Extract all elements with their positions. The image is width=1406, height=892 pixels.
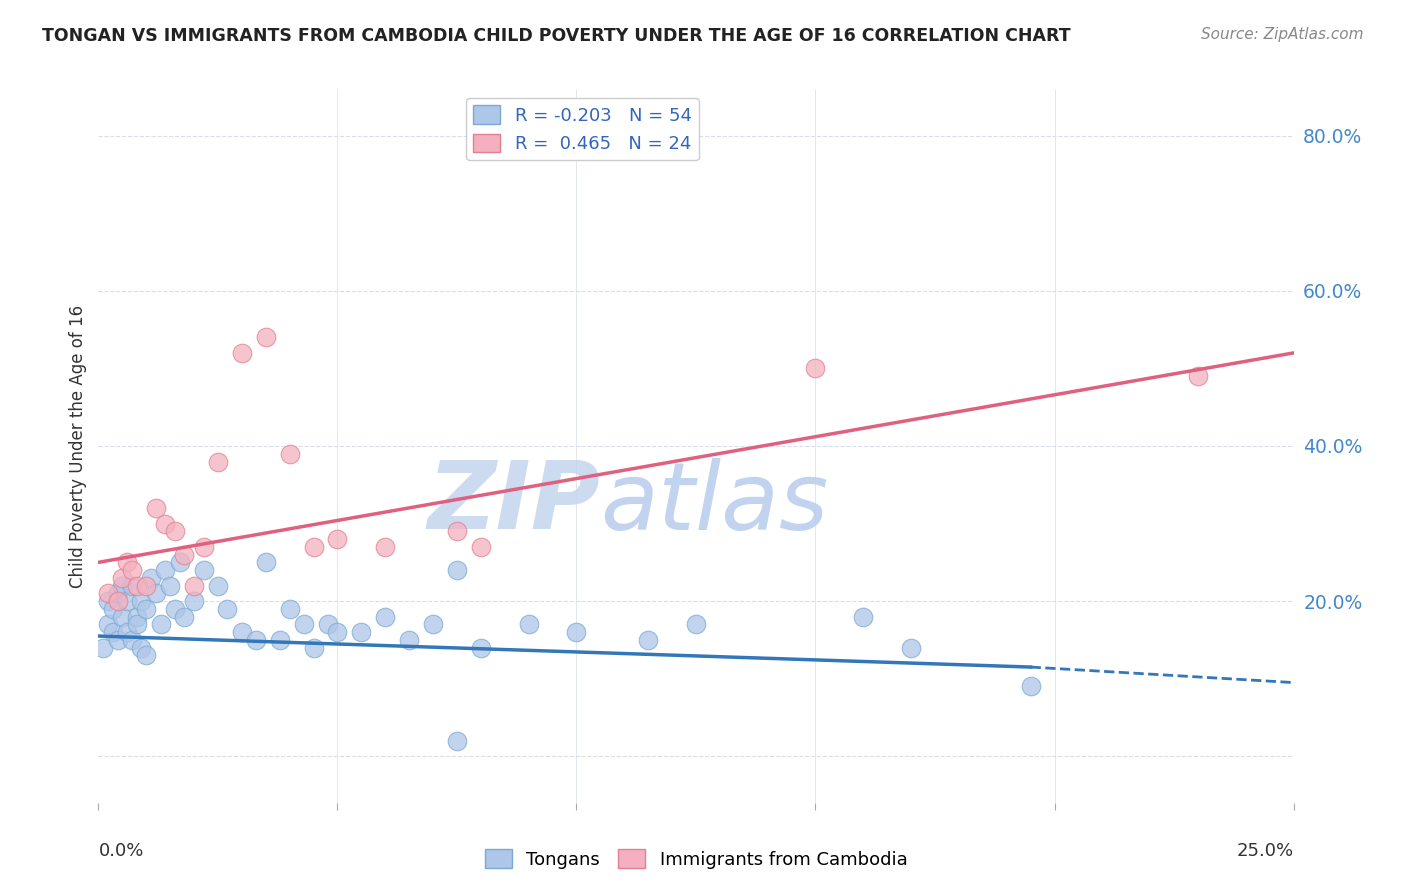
Point xyxy=(193,563,215,577)
Point xyxy=(470,540,492,554)
Point xyxy=(517,617,540,632)
Point xyxy=(125,617,148,632)
Point xyxy=(1019,680,1042,694)
Point xyxy=(302,640,325,655)
Text: atlas: atlas xyxy=(600,458,828,549)
Point xyxy=(193,540,215,554)
Point xyxy=(326,532,349,546)
Point xyxy=(637,632,659,647)
Point xyxy=(446,563,468,577)
Point xyxy=(135,602,157,616)
Point xyxy=(292,617,315,632)
Point xyxy=(422,617,444,632)
Point xyxy=(159,579,181,593)
Point xyxy=(350,625,373,640)
Point xyxy=(139,571,162,585)
Point xyxy=(115,594,138,608)
Point xyxy=(302,540,325,554)
Legend: Tongans, Immigrants from Cambodia: Tongans, Immigrants from Cambodia xyxy=(478,842,914,876)
Point xyxy=(278,602,301,616)
Point xyxy=(101,625,124,640)
Point xyxy=(398,632,420,647)
Text: 0.0%: 0.0% xyxy=(98,842,143,860)
Point xyxy=(91,640,114,655)
Point xyxy=(97,586,120,600)
Text: ZIP: ZIP xyxy=(427,457,600,549)
Text: TONGAN VS IMMIGRANTS FROM CAMBODIA CHILD POVERTY UNDER THE AGE OF 16 CORRELATION: TONGAN VS IMMIGRANTS FROM CAMBODIA CHILD… xyxy=(42,27,1071,45)
Point xyxy=(900,640,922,655)
Point xyxy=(155,516,177,531)
Point xyxy=(852,609,875,624)
Point xyxy=(101,602,124,616)
Point xyxy=(111,609,134,624)
Point xyxy=(685,617,707,632)
Point xyxy=(115,555,138,569)
Point xyxy=(121,632,143,647)
Point xyxy=(326,625,349,640)
Point xyxy=(173,609,195,624)
Point xyxy=(231,625,253,640)
Point xyxy=(125,579,148,593)
Point xyxy=(121,563,143,577)
Point xyxy=(374,540,396,554)
Point xyxy=(169,555,191,569)
Point xyxy=(374,609,396,624)
Point xyxy=(316,617,339,632)
Point xyxy=(163,524,186,539)
Point xyxy=(125,609,148,624)
Point xyxy=(97,594,120,608)
Point xyxy=(131,594,153,608)
Point xyxy=(217,602,239,616)
Point xyxy=(135,648,157,663)
Point xyxy=(804,361,827,376)
Point xyxy=(446,524,468,539)
Point xyxy=(470,640,492,655)
Point xyxy=(269,632,291,647)
Point xyxy=(1187,369,1209,384)
Point xyxy=(121,579,143,593)
Point xyxy=(254,330,277,344)
Point xyxy=(565,625,588,640)
Point xyxy=(107,586,129,600)
Point xyxy=(111,571,134,585)
Point xyxy=(145,501,167,516)
Point xyxy=(145,586,167,600)
Text: Source: ZipAtlas.com: Source: ZipAtlas.com xyxy=(1201,27,1364,42)
Point xyxy=(155,563,177,577)
Point xyxy=(107,594,129,608)
Point xyxy=(245,632,267,647)
Point xyxy=(115,625,138,640)
Point xyxy=(173,548,195,562)
Point xyxy=(183,594,205,608)
Text: 25.0%: 25.0% xyxy=(1236,842,1294,860)
Point xyxy=(231,346,253,360)
Point xyxy=(163,602,186,616)
Point xyxy=(446,733,468,747)
Point xyxy=(149,617,172,632)
Point xyxy=(97,617,120,632)
Point xyxy=(207,579,229,593)
Point xyxy=(111,579,134,593)
Point xyxy=(183,579,205,593)
Y-axis label: Child Poverty Under the Age of 16: Child Poverty Under the Age of 16 xyxy=(69,304,87,588)
Point xyxy=(207,454,229,468)
Point xyxy=(135,579,157,593)
Point xyxy=(278,447,301,461)
Point xyxy=(107,632,129,647)
Point xyxy=(254,555,277,569)
Point xyxy=(131,640,153,655)
